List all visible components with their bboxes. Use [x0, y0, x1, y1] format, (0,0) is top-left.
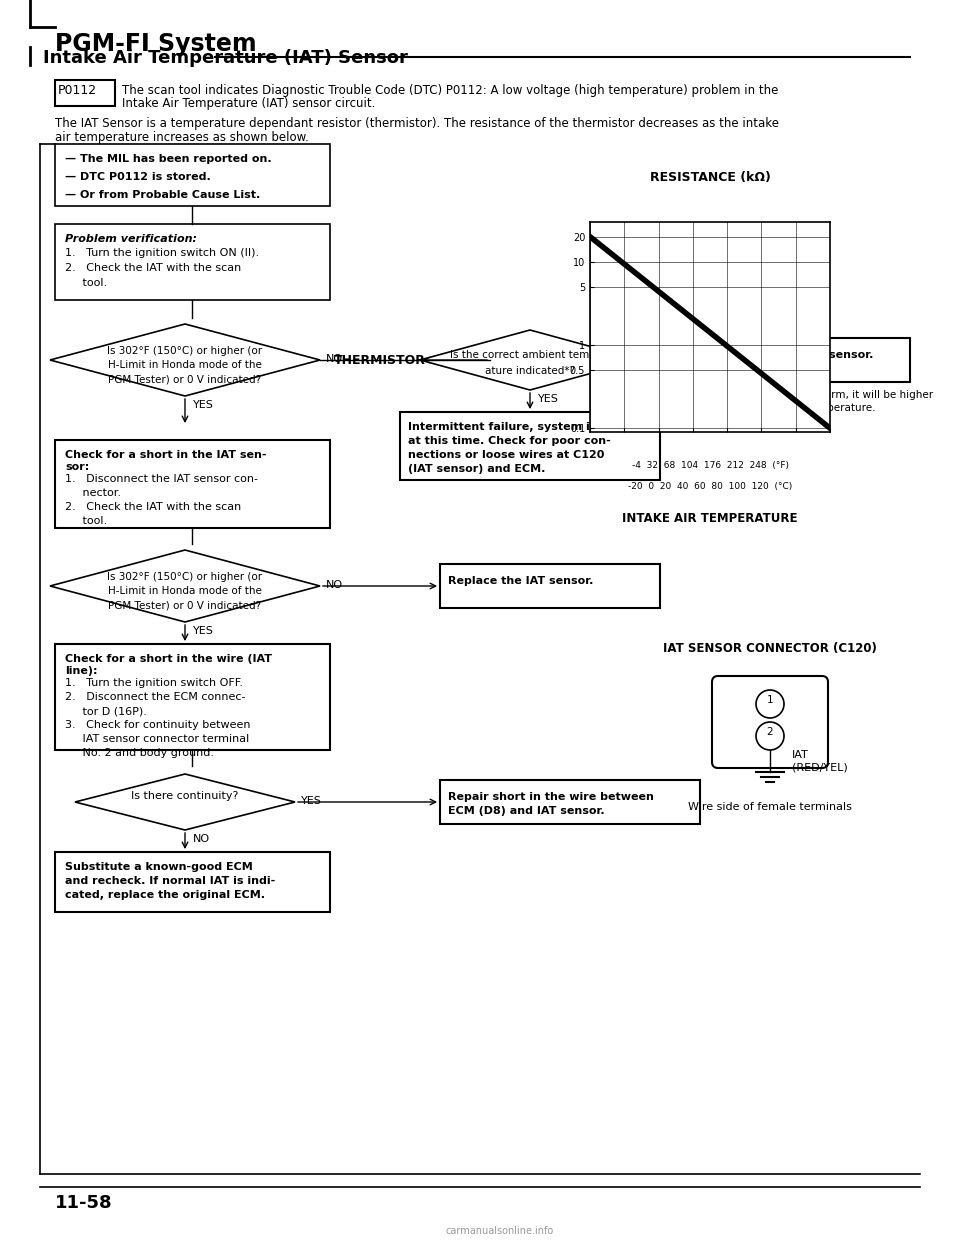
Text: tool.: tool. — [65, 515, 108, 527]
Polygon shape — [75, 774, 295, 830]
Text: Problem verification:: Problem verification: — [65, 233, 197, 243]
Text: The scan tool indicates Diagnostic Trouble Code (DTC) P0112: A low voltage (high: The scan tool indicates Diagnostic Troub… — [122, 84, 779, 97]
Polygon shape — [420, 330, 640, 390]
Text: 3.   Check for continuity between: 3. Check for continuity between — [65, 720, 251, 730]
Text: INTAKE AIR TEMPERATURE: INTAKE AIR TEMPERATURE — [622, 512, 798, 525]
Text: line):: line): — [65, 666, 98, 676]
Text: NO: NO — [646, 354, 663, 364]
Text: PGM Tester) or 0 V indicated?: PGM Tester) or 0 V indicated? — [108, 600, 261, 610]
Text: RESISTANCE (kΩ): RESISTANCE (kΩ) — [650, 171, 771, 184]
Text: tool.: tool. — [65, 278, 108, 288]
Bar — [55, 645, 330, 750]
Bar — [55, 852, 330, 912]
Text: tor D (16P).: tor D (16P). — [65, 705, 147, 715]
Text: — DTC P0112 is stored.: — DTC P0112 is stored. — [65, 171, 211, 183]
Bar — [55, 224, 330, 301]
Bar — [400, 412, 660, 479]
Text: than ambient temperature.: than ambient temperature. — [720, 402, 876, 414]
Text: IAT sensor connector terminal: IAT sensor connector terminal — [65, 734, 250, 744]
Text: YES: YES — [301, 796, 322, 806]
Text: at this time. Check for poor con-: at this time. Check for poor con- — [408, 436, 611, 446]
Text: Repair short in the wire between: Repair short in the wire between — [448, 792, 654, 802]
Text: — Or from Probable Cause List.: — Or from Probable Cause List. — [65, 190, 260, 200]
Text: YES: YES — [538, 394, 559, 404]
Text: IAT SENSOR CONNECTOR (C120): IAT SENSOR CONNECTOR (C120) — [663, 642, 876, 655]
Text: No. 2 and body ground.: No. 2 and body ground. — [65, 748, 214, 758]
Text: Is the correct ambient temper-: Is the correct ambient temper- — [450, 350, 610, 360]
Text: nections or loose wires at C120: nections or loose wires at C120 — [408, 450, 605, 460]
Text: Replace the IAT sensor.: Replace the IAT sensor. — [448, 576, 593, 586]
Text: — The MIL has been reported on.: — The MIL has been reported on. — [65, 154, 272, 164]
Text: Intake Air Temperature (IAT) sensor circuit.: Intake Air Temperature (IAT) sensor circ… — [122, 97, 375, 111]
Bar — [55, 440, 330, 528]
Text: Check for a short in the IAT sen-: Check for a short in the IAT sen- — [65, 450, 267, 460]
Text: (IAT sensor) and ECM.: (IAT sensor) and ECM. — [408, 465, 545, 474]
Text: The IAT Sensor is a temperature dependant resistor (thermistor). The resistance : The IAT Sensor is a temperature dependan… — [55, 117, 779, 130]
Text: H-Limit in Honda mode of the: H-Limit in Honda mode of the — [108, 360, 262, 370]
Text: -4  32  68  104  176  212  248  (°F): -4 32 68 104 176 212 248 (°F) — [632, 461, 788, 471]
Text: ECM (D8) and IAT sensor.: ECM (D8) and IAT sensor. — [448, 806, 605, 816]
Text: Substitute a known-good ECM: Substitute a known-good ECM — [65, 862, 252, 872]
Text: 1.   Turn the ignition switch ON (II).: 1. Turn the ignition switch ON (II). — [65, 248, 259, 258]
Bar — [440, 564, 660, 609]
Text: YES: YES — [193, 626, 214, 636]
Text: Replace the IAT sensor.: Replace the IAT sensor. — [728, 350, 874, 360]
Text: Intermittent failure, system is OK: Intermittent failure, system is OK — [408, 422, 618, 432]
Polygon shape — [50, 550, 320, 622]
Polygon shape — [50, 324, 320, 396]
Text: NO: NO — [326, 580, 343, 590]
Text: Is 302°F (150°C) or higher (or: Is 302°F (150°C) or higher (or — [108, 573, 263, 582]
Text: Is 302°F (150°C) or higher (or: Is 302°F (150°C) or higher (or — [108, 347, 263, 356]
Text: 1.   Turn the ignition switch OFF.: 1. Turn the ignition switch OFF. — [65, 678, 243, 688]
Text: 11-58: 11-58 — [55, 1194, 112, 1212]
Text: Intake Air Temperature (IAT) Sensor: Intake Air Temperature (IAT) Sensor — [43, 48, 408, 67]
FancyBboxPatch shape — [712, 676, 828, 768]
Text: 2.   Check the IAT with the scan: 2. Check the IAT with the scan — [65, 502, 241, 512]
Bar — [55, 144, 330, 206]
Text: carmanualsonline.info: carmanualsonline.info — [445, 1226, 554, 1236]
Text: NO: NO — [326, 354, 343, 364]
Text: IAT: IAT — [792, 750, 808, 760]
Text: THERMISTOR: THERMISTOR — [334, 354, 426, 366]
Text: 2.   Check the IAT with the scan: 2. Check the IAT with the scan — [65, 263, 241, 273]
Bar — [55, 79, 115, 106]
Text: H-Limit in Honda mode of the: H-Limit in Honda mode of the — [108, 586, 262, 596]
Text: -20  0  20  40  60  80  100  120  (°C): -20 0 20 40 60 80 100 120 (°C) — [628, 482, 792, 492]
Text: Wire side of female terminals: Wire side of female terminals — [688, 802, 852, 812]
Bar — [720, 338, 910, 383]
Text: ature indicated*?: ature indicated*? — [485, 366, 575, 376]
Text: P0112: P0112 — [58, 84, 97, 97]
Text: *:  If the engine is warm, it will be higher: *: If the engine is warm, it will be hig… — [720, 390, 933, 400]
Text: PGM Tester) or 0 V indicated?: PGM Tester) or 0 V indicated? — [108, 374, 261, 384]
Text: cated, replace the original ECM.: cated, replace the original ECM. — [65, 891, 265, 900]
Text: 1: 1 — [767, 696, 774, 705]
Text: NO: NO — [193, 833, 210, 845]
Text: sor:: sor: — [65, 462, 89, 472]
Bar — [440, 780, 700, 823]
Text: and recheck. If normal IAT is indi-: and recheck. If normal IAT is indi- — [65, 876, 276, 886]
Text: 2: 2 — [767, 727, 774, 737]
Text: 1.   Disconnect the IAT sensor con-: 1. Disconnect the IAT sensor con- — [65, 474, 258, 484]
Text: nector.: nector. — [65, 488, 121, 498]
Text: air temperature increases as shown below.: air temperature increases as shown below… — [55, 130, 309, 144]
Text: PGM-FI System: PGM-FI System — [55, 32, 256, 56]
Text: (RED/YEL): (RED/YEL) — [792, 763, 848, 773]
Text: Check for a short in the wire (IAT: Check for a short in the wire (IAT — [65, 655, 272, 664]
Text: Is there continuity?: Is there continuity? — [132, 791, 239, 801]
Text: YES: YES — [193, 400, 214, 410]
Text: 2.   Disconnect the ECM connec-: 2. Disconnect the ECM connec- — [65, 692, 246, 702]
